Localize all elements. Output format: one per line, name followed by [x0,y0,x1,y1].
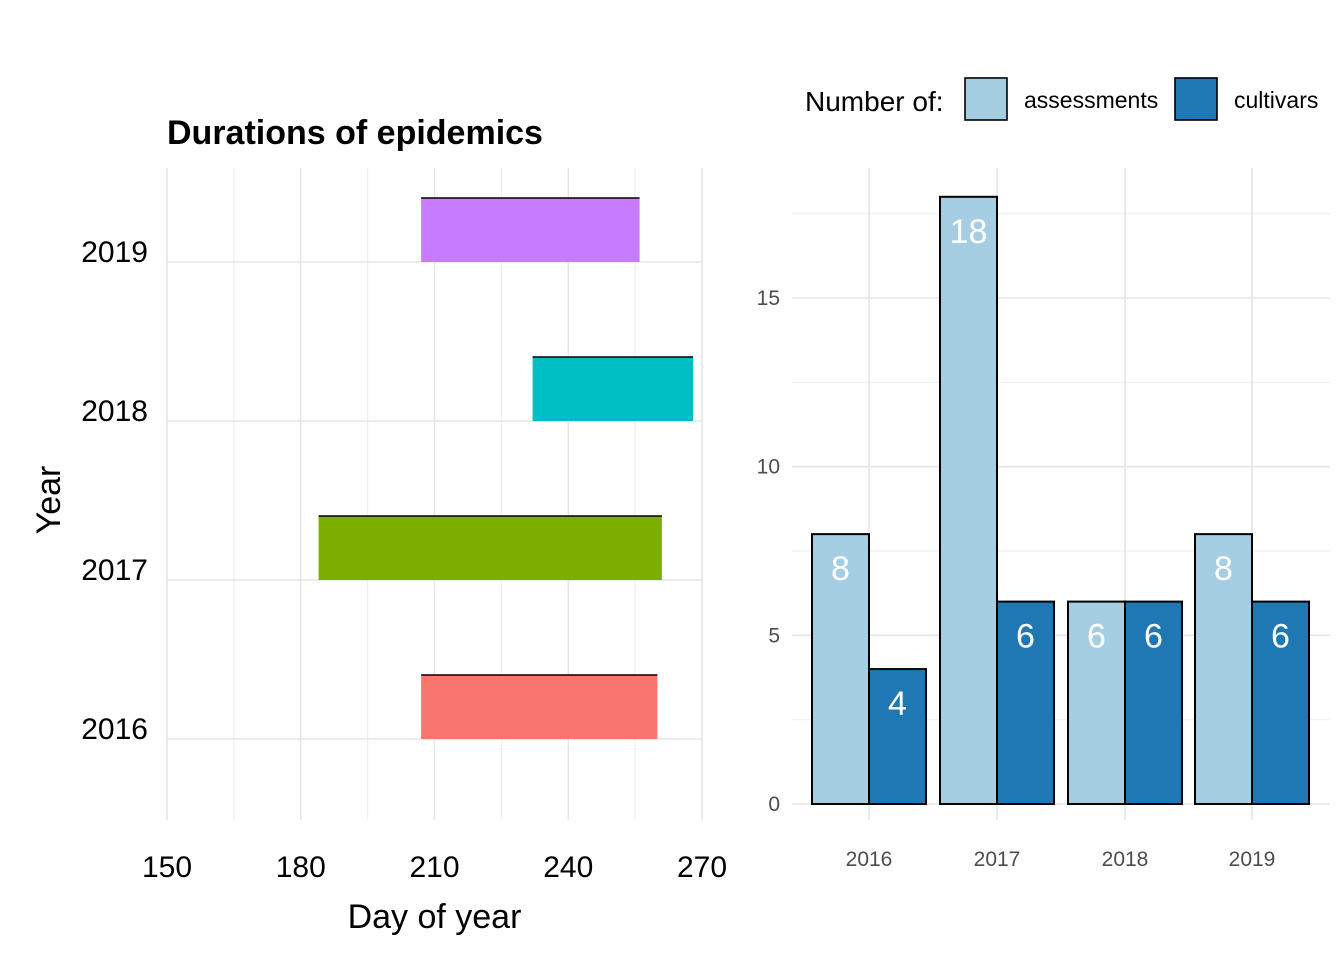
y-axis-title: Year [30,466,68,535]
bar-value-label: 6 [1087,618,1106,656]
bar-assessments-2017 [939,195,998,806]
x-tick-label: 2016 [846,848,893,871]
bar-value-label: 8 [831,550,850,588]
x-tick-label: 2018 [1102,848,1149,871]
x-axis-title: Day of year [348,898,522,936]
legend-key-cultivars [1174,77,1218,121]
y-tick-label: 2017 [81,554,148,587]
bar-value-label: 8 [1214,550,1233,588]
x-tick-label: 180 [276,851,326,884]
y-tick-label: 10 [757,456,780,479]
duration-bar-2018 [532,357,694,421]
bar-value-label: 6 [1144,618,1163,656]
y-tick-label: 15 [757,287,780,310]
bar-cultivars-2016 [868,668,927,805]
x-tick-label: 210 [409,851,459,884]
bar-cultivars-2019 [1251,600,1310,805]
y-tick-label: 2019 [81,236,148,269]
x-tick-label: 240 [543,851,593,884]
y-tick-label: 5 [768,624,780,647]
legend-label-cultivars: cultivars [1234,87,1318,113]
bar-cultivars-2018 [1124,600,1183,805]
bar-assessments-2018 [1067,600,1126,805]
bar-value-label: 6 [1271,618,1290,656]
bar-cultivars-2017 [996,600,1055,805]
legend-title: Number of: [805,86,944,117]
bar-value-label: 18 [950,213,988,251]
duration-bar-2016 [421,675,658,739]
bar-value-label: 4 [888,685,907,723]
legend: Number of: assessments cultivars [805,77,1318,121]
x-tick-label: 270 [677,851,727,884]
bar-assessments-2019 [1194,533,1253,806]
x-tick-label: 150 [142,851,192,884]
y-tick-label: 2016 [81,713,148,746]
x-tick-label: 2017 [974,848,1021,871]
chart-title: Durations of epidemics [167,114,543,152]
legend-key-assessments [964,77,1008,121]
legend-label-assessments: assessments [1024,87,1158,113]
duration-bar-2019 [421,198,640,262]
duration-bar-2017 [318,516,662,580]
x-tick-label: 2019 [1229,848,1276,871]
bar-value-label: 6 [1016,618,1035,656]
durations-panel: 2016 2017 2018 2019 150 180 210 240 270 Day of ye… [30,114,727,936]
y-tick-label: 2018 [81,395,148,428]
y-tick-label: 0 [768,793,780,816]
